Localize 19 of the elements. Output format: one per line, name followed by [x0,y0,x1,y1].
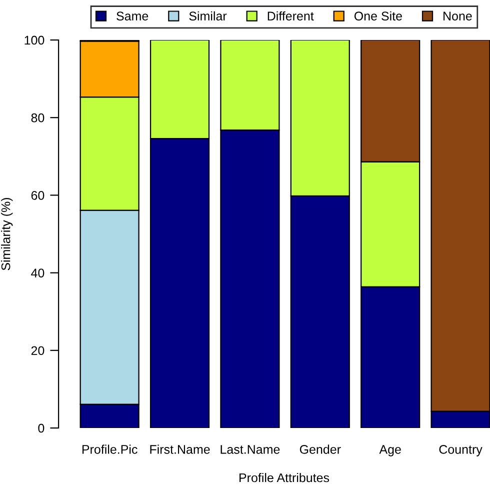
legend-label: Similar [189,11,227,20]
legend-label: None [444,12,472,20]
y-tick-label: 20 [31,346,44,356]
x-tick-label: First.Name [150,444,210,454]
x-tick-label: Last.Name [220,445,280,454]
y-tick-label: 100 [24,36,44,45]
legend-label: Different [268,11,314,20]
legend-label: One Site [354,11,402,20]
x-tick-label: Age [379,445,401,456]
y-tick-label: 80 [31,113,44,122]
x-tick-label: Profile.Pic [82,444,138,454]
x-tick-label: Country [439,444,482,456]
x-tick-label: Gender [300,444,341,454]
y-axis-title: Similarity (%) [1,198,13,270]
legend-label: Same [116,12,148,20]
y-tick-label: 60 [31,191,44,200]
y-tick-label: 40 [31,268,44,278]
y-tick-label: 0 [38,424,44,433]
x-axis-title: Profile Attributes [240,472,330,482]
